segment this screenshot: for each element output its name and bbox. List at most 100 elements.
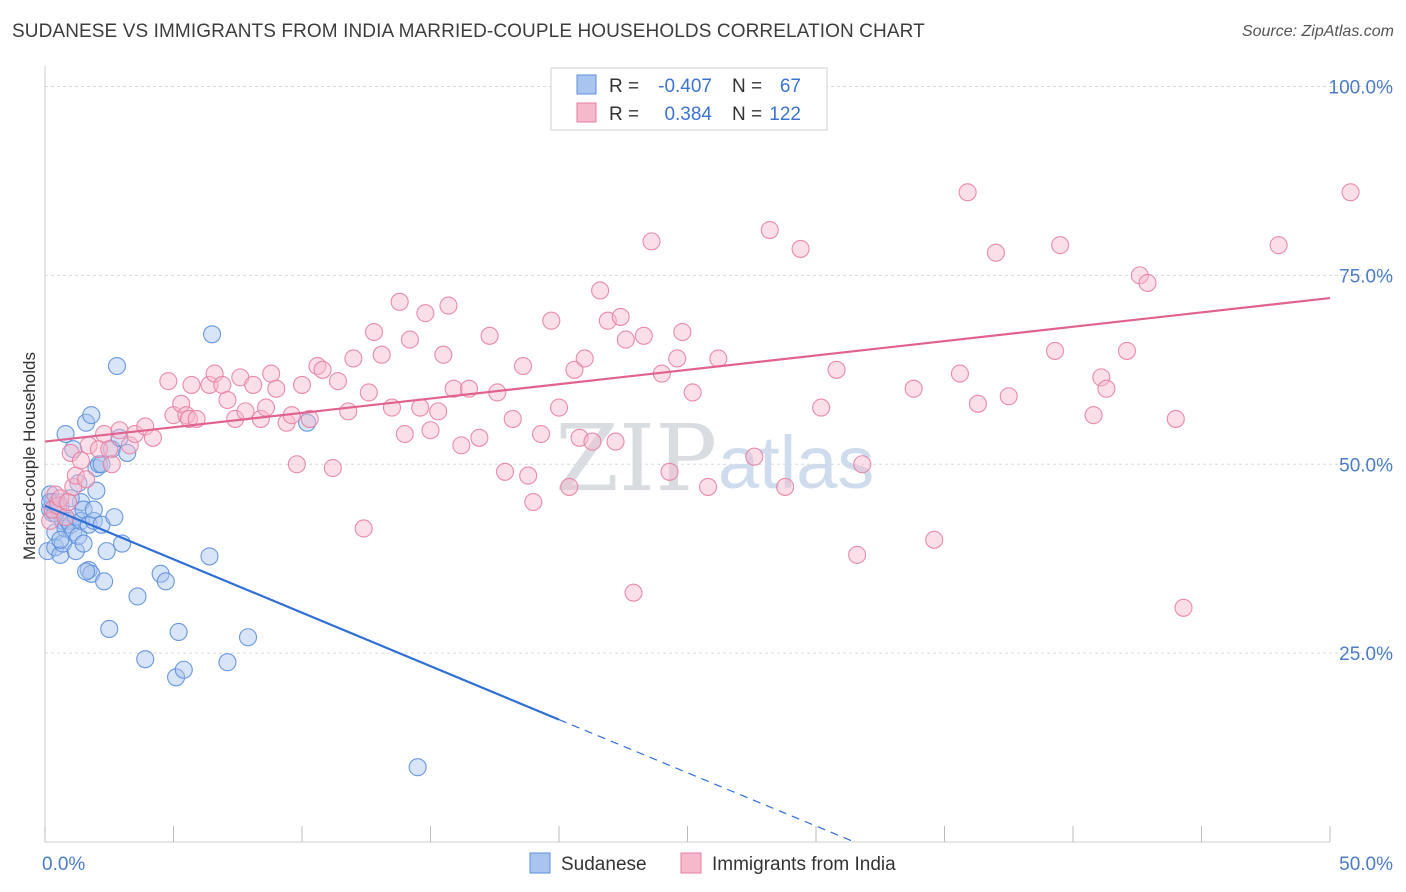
point-sudanese-61 <box>51 530 70 549</box>
point-india-85 <box>591 281 610 300</box>
point-sudanese-66 <box>92 455 111 474</box>
chart-title: SUDANESE VS IMMIGRANTS FROM INDIA MARRIE… <box>12 21 925 42</box>
point-india-24 <box>172 394 191 413</box>
point-india-54 <box>364 322 384 342</box>
point-india-53 <box>359 383 378 402</box>
point-india-29 <box>200 375 219 394</box>
source-label: Source: ZipAtlas.com <box>1241 23 1394 40</box>
point-india-0 <box>41 511 60 530</box>
point-sudanese-59 <box>203 325 222 344</box>
y-tick-labels: 25.0% 50.0% 75.0% 100.0% <box>1329 78 1394 666</box>
point-india-70 <box>480 326 499 345</box>
point-india-51 <box>344 349 363 368</box>
point-sudanese-43 <box>107 356 127 376</box>
y-tick-label-1: 50.0% <box>1339 455 1393 476</box>
point-india-39 <box>262 364 281 383</box>
point-india-89 <box>616 330 635 349</box>
point-sudanese-20 <box>66 542 85 561</box>
point-india-36 <box>244 375 263 394</box>
point-india-11 <box>77 470 96 489</box>
point-india-110 <box>950 364 969 383</box>
point-india-98 <box>699 477 718 496</box>
point-india-117 <box>1084 406 1103 425</box>
point-sudanese-30 <box>82 406 101 425</box>
point-sudanese-63 <box>77 562 96 581</box>
points-layer <box>38 183 1360 777</box>
bottom-legend-swatch-sudanese <box>529 852 551 874</box>
trend-layer <box>44 296 1331 843</box>
grid-layer <box>45 86 1393 654</box>
y-axis-label: Married-couple Households <box>20 352 39 560</box>
point-india-45 <box>300 409 319 428</box>
bottom-legend-sudanese: Sudanese <box>561 854 647 875</box>
point-sudanese-39 <box>97 542 116 561</box>
point-sudanese-56 <box>238 628 258 647</box>
point-india-94 <box>660 462 679 481</box>
point-india-40 <box>267 379 286 398</box>
trend-line-sudanese <box>44 504 560 721</box>
point-india-107 <box>853 455 872 474</box>
correlation-legend: R = -0.407 N = 67 R = 0.384 N = 122 <box>550 67 828 131</box>
point-india-112 <box>968 394 987 413</box>
point-india-32 <box>218 390 237 410</box>
point-india-17 <box>110 421 129 440</box>
point-india-100 <box>745 447 764 466</box>
legend-r-label-1: R = <box>609 76 639 97</box>
point-india-87 <box>606 432 625 451</box>
legend-r-value-2: 0.384 <box>664 104 712 125</box>
point-india-10 <box>71 451 91 470</box>
watermark: ZIP atlas <box>555 405 874 512</box>
point-india-79 <box>549 398 569 417</box>
point-india-84 <box>583 432 602 451</box>
point-india-109 <box>925 530 944 549</box>
bottom-legend-swatch-india <box>680 852 702 874</box>
point-india-91 <box>634 326 653 345</box>
y-tick-label-2: 75.0% <box>1339 266 1393 287</box>
point-india-16 <box>102 455 121 474</box>
point-sudanese-42 <box>105 508 124 527</box>
point-sudanese-54 <box>200 547 219 566</box>
point-sudanese-50 <box>156 572 175 591</box>
point-india-101 <box>760 220 779 240</box>
point-sudanese-58 <box>408 758 427 777</box>
bottom-legend-india: Immigrants from India <box>712 854 896 875</box>
point-india-119 <box>1097 379 1116 398</box>
point-india-38 <box>256 398 276 417</box>
point-india-121 <box>1130 266 1149 285</box>
point-india-65 <box>439 296 458 315</box>
point-sudanese-52 <box>169 622 188 642</box>
point-india-116 <box>1051 236 1070 255</box>
point-india-62 <box>421 421 440 440</box>
point-india-49 <box>328 372 348 391</box>
point-india-59 <box>400 330 419 349</box>
watermark-atlas: atlas <box>718 421 874 504</box>
point-india-99 <box>709 349 728 368</box>
x-tick-label-min: 0.0% <box>42 854 85 875</box>
legend-n-label-1: N = <box>732 76 762 97</box>
point-sudanese-48 <box>136 650 155 669</box>
point-india-26 <box>179 409 198 428</box>
point-india-104 <box>812 398 831 417</box>
point-india-60 <box>411 398 430 417</box>
point-india-83 <box>575 349 594 368</box>
point-india-58 <box>395 424 414 444</box>
x-tick-label-max: 50.0% <box>1339 854 1393 875</box>
point-india-67 <box>452 436 471 455</box>
point-sudanese-51 <box>167 668 186 687</box>
point-india-6 <box>59 492 78 512</box>
point-sudanese-38 <box>95 572 114 591</box>
trend-line-sudanese-extension <box>558 719 855 843</box>
y-tick-label-0: 25.0% <box>1339 644 1393 665</box>
point-india-124 <box>1174 598 1193 617</box>
point-india-43 <box>287 455 306 474</box>
point-india-120 <box>1117 341 1137 360</box>
point-india-27 <box>182 375 201 394</box>
point-india-69 <box>470 428 489 447</box>
point-india-115 <box>1045 341 1065 360</box>
point-india-72 <box>495 462 515 481</box>
point-india-57 <box>390 292 409 311</box>
point-india-22 <box>159 372 178 391</box>
legend-n-value-1: 67 <box>780 76 801 97</box>
point-india-123 <box>1166 409 1185 428</box>
